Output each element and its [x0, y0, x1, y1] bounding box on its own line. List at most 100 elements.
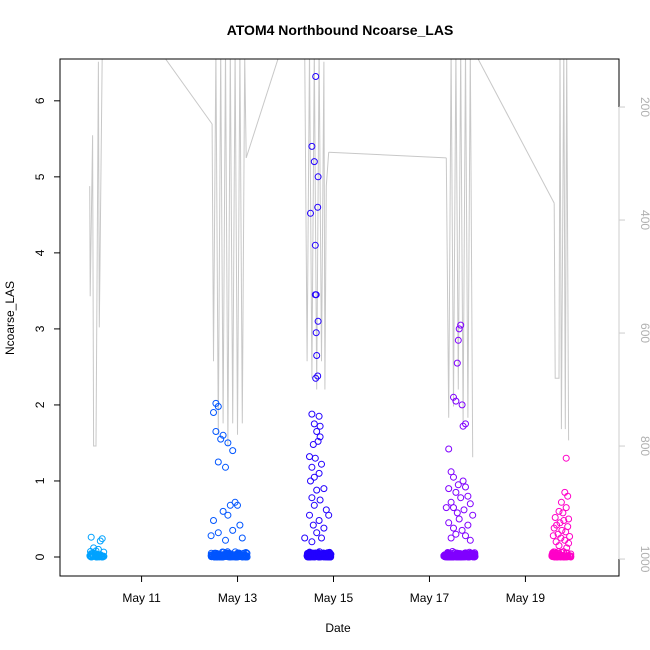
- scatter-point: [308, 142, 316, 150]
- scatter-point: [311, 454, 319, 462]
- secondary-y-tick-label: 200: [638, 97, 650, 117]
- scatter-point: [445, 485, 453, 493]
- scatter-point: [565, 539, 573, 547]
- scatter-point: [462, 420, 469, 428]
- scatter-point: [309, 521, 317, 529]
- altitude-line-segment: [89, 59, 103, 447]
- scatter-point: [455, 325, 463, 333]
- x-tick-label: May 15: [314, 591, 354, 605]
- scatter-point: [301, 534, 309, 542]
- scatter-point: [318, 460, 325, 468]
- scatter-point: [466, 536, 474, 544]
- scatter-point: [459, 477, 467, 485]
- scatter-point: [565, 515, 573, 523]
- scatter-point: [462, 483, 469, 491]
- scatter-point: [87, 533, 95, 541]
- scatter-point: [219, 431, 227, 439]
- scatter-point: [562, 504, 570, 512]
- scatter-point: [320, 524, 328, 532]
- scatter-point: [96, 537, 104, 545]
- scatter-point: [312, 329, 320, 337]
- scatter-point: [313, 529, 321, 537]
- scatter-point: [555, 542, 563, 550]
- scatter-point: [98, 552, 106, 560]
- scatter-point: [458, 526, 466, 534]
- series-flight-1: [86, 533, 108, 561]
- scatter-point: [217, 435, 225, 443]
- scatter-point: [306, 511, 313, 519]
- scatter-point: [445, 519, 453, 527]
- scatter-point: [310, 501, 318, 509]
- altitude-line-segment: [304, 59, 330, 390]
- scatter-point: [311, 291, 319, 299]
- scatter-point: [221, 549, 229, 557]
- scatter-point: [314, 317, 322, 325]
- scatter-point: [94, 545, 102, 553]
- scatter-point: [236, 521, 244, 529]
- scatter-point: [559, 553, 567, 561]
- scatter-point: [308, 410, 316, 418]
- scatter-point: [313, 352, 321, 359]
- series-flight-5: [548, 454, 575, 561]
- scatter-point: [222, 463, 229, 471]
- x-axis-label: Date: [325, 621, 351, 635]
- scatter-point: [308, 538, 316, 546]
- scatter-point: [222, 536, 229, 544]
- scatter-point: [314, 372, 322, 380]
- scatter-points-group: [86, 73, 575, 561]
- y-axis-label: Ncoarse_LAS: [3, 281, 17, 355]
- scatter-point: [452, 488, 460, 496]
- scatter-point: [452, 552, 460, 560]
- scatter-point: [95, 553, 103, 561]
- scatter-point: [306, 453, 313, 461]
- scatter-point: [454, 481, 462, 489]
- scatter-point: [457, 494, 465, 502]
- scatter-point: [450, 504, 457, 512]
- scatter-point: [459, 422, 467, 430]
- altitude-line-group: [89, 59, 570, 458]
- altitude-line-segment: [211, 59, 247, 447]
- scatter-point: [234, 501, 241, 509]
- scatter-point: [566, 533, 574, 540]
- y-tick-label: 2: [33, 401, 47, 408]
- scatter-point: [442, 504, 450, 512]
- secondary-y-tick-label: 600: [638, 323, 650, 343]
- scatter-point: [555, 552, 563, 560]
- altitude-line-segment: [553, 59, 570, 441]
- scatter-point: [310, 158, 318, 166]
- series-flight-3: [301, 73, 335, 561]
- scatter-point: [212, 428, 220, 435]
- scatter-point: [462, 532, 469, 540]
- scatter-point: [313, 486, 321, 494]
- scatter-point: [454, 336, 462, 344]
- scatter-point: [98, 535, 106, 543]
- scatter-point: [325, 511, 333, 519]
- altitude-line-segment: [245, 59, 279, 159]
- scatter-point: [316, 422, 324, 430]
- scatter-point: [469, 511, 477, 519]
- scatter-point: [450, 524, 457, 532]
- scatter-point: [307, 209, 314, 217]
- scatter-point: [214, 529, 222, 537]
- scatter-point: [325, 551, 333, 559]
- scatter-point: [306, 550, 314, 557]
- scatter-point: [312, 374, 320, 382]
- y-tick-label: 5: [33, 173, 47, 180]
- scatter-point: [464, 521, 472, 529]
- scatter-point: [550, 524, 558, 532]
- y-tick-label: 4: [33, 249, 47, 256]
- scatter-point: [452, 397, 460, 405]
- scatter-point: [560, 517, 568, 524]
- scatter-point: [234, 549, 242, 557]
- x-tick-label: May 17: [410, 591, 450, 605]
- scatter-point: [320, 485, 328, 493]
- scatter-point: [563, 549, 571, 557]
- scatter-point: [564, 492, 572, 500]
- scatter-point: [321, 551, 329, 559]
- scatter-point: [219, 507, 227, 515]
- scatter-point: [456, 553, 464, 561]
- scatter-point: [229, 447, 237, 455]
- scatter-point: [314, 203, 322, 211]
- scatter-point: [314, 437, 322, 445]
